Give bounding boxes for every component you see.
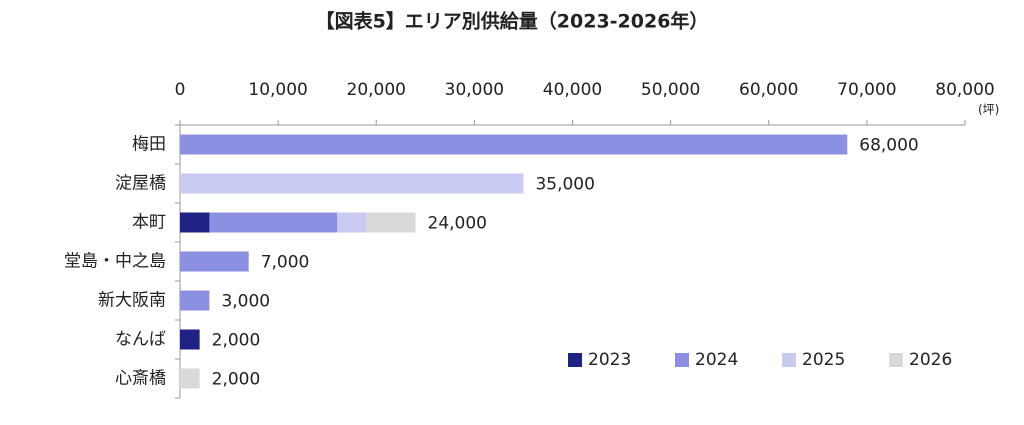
x-tick-label: 70,000 bbox=[837, 80, 896, 100]
y-tick-label: 梅田 bbox=[132, 135, 166, 155]
y-tick-label: 淀屋橋 bbox=[115, 174, 166, 194]
total-label: 68,000 bbox=[859, 136, 918, 156]
bar-segment bbox=[180, 329, 200, 350]
x-tick-label: 40,000 bbox=[543, 80, 602, 100]
bar-segment bbox=[209, 212, 337, 233]
legend-swatch bbox=[782, 353, 796, 367]
bar-segment bbox=[180, 251, 249, 272]
y-tick-label: 心斎橋 bbox=[115, 369, 166, 389]
bar-segment bbox=[366, 212, 416, 233]
x-tick-label: 20,000 bbox=[347, 80, 406, 100]
legend-label: 2024 bbox=[695, 350, 738, 370]
x-tick-label: 0 bbox=[175, 80, 186, 100]
legend-label: 2023 bbox=[588, 350, 631, 370]
x-tick-label: 50,000 bbox=[641, 80, 700, 100]
legend-label: 2026 bbox=[909, 350, 952, 370]
x-tick-label: 10,000 bbox=[248, 80, 307, 100]
total-label: 24,000 bbox=[428, 214, 487, 234]
legend-swatch bbox=[889, 353, 903, 367]
total-label: 35,000 bbox=[535, 175, 594, 195]
y-tick-label: なんば bbox=[115, 330, 166, 350]
legend-label: 2025 bbox=[802, 350, 845, 370]
chart-title: 【図表5】エリア別供給量（2023-2026年） bbox=[316, 10, 709, 33]
x-axis-unit: (坪) bbox=[978, 103, 999, 117]
total-label: 3,000 bbox=[221, 292, 270, 312]
bar-segment bbox=[180, 173, 524, 194]
x-tick-label: 80,000 bbox=[935, 80, 994, 100]
total-label: 2,000 bbox=[212, 370, 261, 390]
bar-segment bbox=[337, 212, 367, 233]
legend-swatch bbox=[675, 353, 689, 367]
y-tick-label: 堂島・中之島 bbox=[64, 252, 166, 272]
x-tick-label: 30,000 bbox=[445, 80, 504, 100]
legend-swatch bbox=[568, 353, 582, 367]
bar-segment bbox=[180, 134, 848, 155]
bar-segment bbox=[180, 368, 200, 389]
bar-segment bbox=[180, 290, 210, 311]
bar-segment bbox=[180, 212, 210, 233]
total-label: 7,000 bbox=[261, 253, 310, 273]
x-tick-label: 60,000 bbox=[739, 80, 798, 100]
y-tick-label: 本町 bbox=[132, 213, 166, 233]
y-tick-label: 新大阪南 bbox=[98, 291, 166, 311]
total-label: 2,000 bbox=[212, 331, 261, 351]
